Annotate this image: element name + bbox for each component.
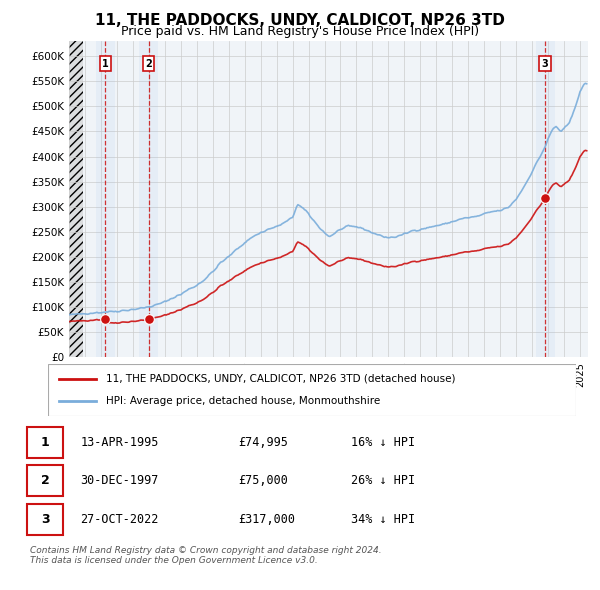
Text: 2: 2 [145, 59, 152, 69]
Text: 11, THE PADDOCKS, UNDY, CALDICOT, NP26 3TD: 11, THE PADDOCKS, UNDY, CALDICOT, NP26 3… [95, 13, 505, 28]
Text: 26% ↓ HPI: 26% ↓ HPI [351, 474, 415, 487]
Text: 11, THE PADDOCKS, UNDY, CALDICOT, NP26 3TD (detached house): 11, THE PADDOCKS, UNDY, CALDICOT, NP26 3… [106, 373, 455, 384]
Text: This data is licensed under the Open Government Licence v3.0.: This data is licensed under the Open Gov… [30, 556, 318, 565]
Text: 16% ↓ HPI: 16% ↓ HPI [351, 436, 415, 449]
Text: £317,000: £317,000 [238, 513, 295, 526]
FancyBboxPatch shape [27, 427, 64, 458]
Text: 3: 3 [542, 59, 548, 69]
Text: Price paid vs. HM Land Registry's House Price Index (HPI): Price paid vs. HM Land Registry's House … [121, 25, 479, 38]
FancyBboxPatch shape [27, 465, 64, 496]
Bar [536, 41, 555, 357]
Text: £75,000: £75,000 [238, 474, 288, 487]
Bar [139, 41, 158, 357]
Text: 34% ↓ HPI: 34% ↓ HPI [351, 513, 415, 526]
Text: 3: 3 [41, 513, 50, 526]
Bar [96, 41, 115, 357]
Text: 30-DEC-1997: 30-DEC-1997 [80, 474, 159, 487]
Text: 2: 2 [41, 474, 50, 487]
Text: 13-APR-1995: 13-APR-1995 [80, 436, 159, 449]
Text: £74,995: £74,995 [238, 436, 288, 449]
Text: Contains HM Land Registry data © Crown copyright and database right 2024.: Contains HM Land Registry data © Crown c… [30, 546, 382, 555]
Text: 1: 1 [102, 59, 109, 69]
Text: HPI: Average price, detached house, Monmouthshire: HPI: Average price, detached house, Monm… [106, 396, 380, 407]
FancyBboxPatch shape [27, 504, 64, 535]
Bar [69, 41, 83, 357]
Text: 27-OCT-2022: 27-OCT-2022 [80, 513, 159, 526]
Text: 1: 1 [41, 436, 50, 449]
